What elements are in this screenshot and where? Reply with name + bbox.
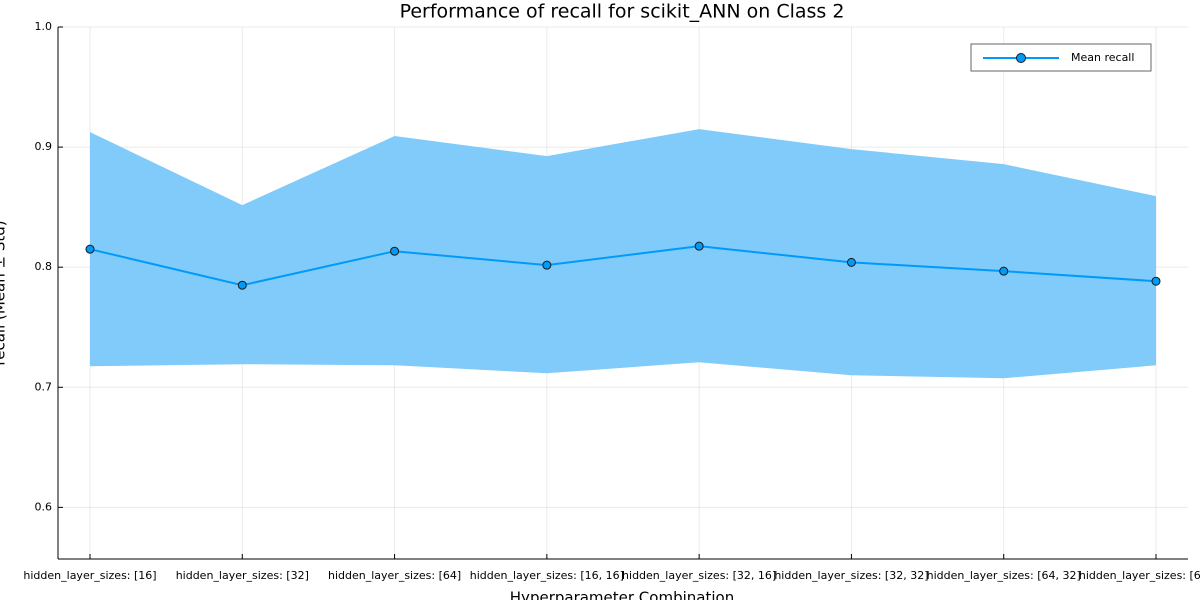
marker (390, 246, 400, 256)
legend-label: Mean recall (1071, 51, 1134, 64)
legend-marker (1016, 53, 1026, 63)
x-axis-label: Hyperparameter Combination (510, 589, 734, 600)
line (89, 245, 1157, 287)
marker (846, 257, 856, 267)
chart-title: Performance of recall for scikit_ANN on … (400, 1, 845, 23)
x-tick-label: hidden_layer_sizes: [16, 16] (470, 569, 624, 582)
y-tick-label: 0.6 (35, 500, 53, 513)
y-tick-label: 1.0 (35, 20, 53, 33)
marker (1151, 276, 1161, 286)
marker (999, 266, 1009, 276)
marker (694, 241, 704, 251)
x-tick-label: hidden_layer_sizes: [32, 16] (622, 569, 776, 582)
x-tick-label: hidden_layer_sizes: [64, 32] (927, 569, 1081, 582)
marker (237, 280, 247, 290)
marker (542, 260, 552, 270)
x-tick-label: hidden_layer_sizes: [16] (23, 569, 156, 582)
x-tick-label: hidden_layer_sizes: [32, 32] (774, 569, 928, 582)
x-tick-label: hidden_layer_sizes: [32] (176, 569, 309, 582)
x-tick-label: hidden_layer_sizes: [64] (328, 569, 461, 582)
y-tick-label: 0.9 (35, 140, 53, 153)
y-tick-label: 0.8 (35, 260, 53, 273)
y-tick-label: 0.7 (35, 380, 53, 393)
y-axis-label: recall (Mean ± Std) (0, 220, 9, 365)
x-tick-label: hidden_layer_sizes: [64, 64] (1079, 569, 1200, 582)
error-band (90, 129, 1156, 379)
marker (85, 244, 95, 254)
